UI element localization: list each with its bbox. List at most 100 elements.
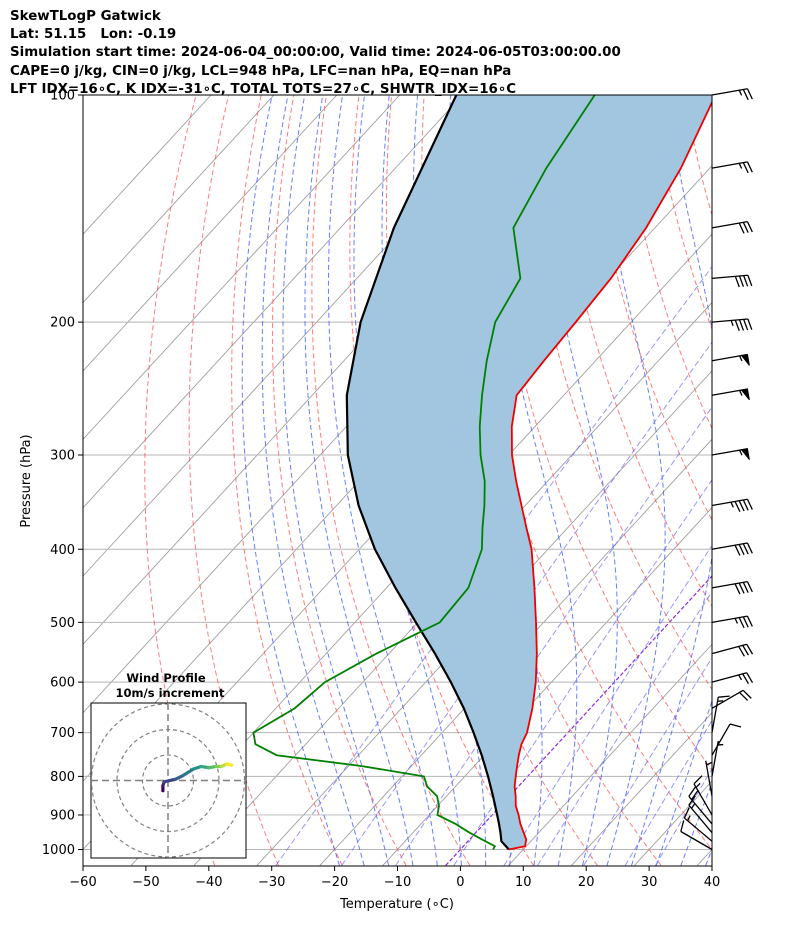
wind-barb [711, 161, 753, 174]
x-tick-label: 30 [641, 875, 658, 890]
isotherm-line [83, 95, 338, 372]
dry-adiabat [651, 95, 712, 331]
wind-barb [711, 672, 754, 685]
dry-adiabat [750, 95, 794, 865]
y-tick-label: 600 [50, 676, 75, 691]
profile-traces [252, 95, 712, 851]
x-tick-label: 0 [456, 875, 464, 890]
x-tick-label: 10 [515, 875, 532, 890]
wind-barb [693, 775, 713, 816]
isotherm-line [83, 95, 463, 509]
dry-adiabat [684, 95, 712, 217]
isotherm-line [571, 712, 712, 866]
isotherm-line [508, 643, 712, 866]
dry-adiabat [311, 95, 471, 866]
chart-title: SkewTLogP Gatwick [10, 9, 161, 24]
wind-barb [711, 388, 750, 401]
x-tick-label: 20 [578, 875, 595, 890]
dry-adiabat [231, 95, 343, 866]
dry-adiabat [782, 95, 794, 865]
moist-adiabat [705, 848, 712, 866]
mixing-ratio-line [275, 265, 712, 866]
wind-barb [711, 689, 752, 709]
dry-adiabat [272, 95, 407, 866]
chart-header: SkewTLogP Gatwick Lat: 51.15 Lon: -0.19 … [10, 8, 621, 99]
moist-adiabat [241, 95, 340, 866]
isotherm-line [193, 301, 712, 866]
mixing-ratio-line [453, 478, 712, 866]
wind-barb [711, 448, 750, 460]
wind-barb [711, 723, 742, 756]
wind-barb [711, 643, 754, 657]
y-tick-label: 100 [50, 89, 75, 104]
moist-adiabat [594, 95, 666, 866]
dry-adiabat [553, 95, 712, 608]
location-coordinates: Lat: 51.15 Lon: -0.19 [10, 27, 177, 43]
x-tick-label: −20 [321, 875, 348, 890]
parcel-profile-line [345, 95, 510, 851]
moist-adiabat [304, 95, 414, 866]
moist-adiabat [261, 95, 365, 866]
x-tick-label: −10 [384, 875, 411, 890]
hodograph-trace [161, 762, 234, 793]
mixing-ratio-line [655, 767, 712, 866]
isotherm-line [634, 780, 712, 866]
wind-barb [711, 695, 730, 733]
moist-adiabat [353, 95, 462, 866]
y-tick-label: 400 [50, 543, 75, 558]
moist-adiabat [327, 95, 438, 866]
wind-barb [711, 274, 753, 288]
isotherm-line [319, 438, 712, 866]
wind-barbs [680, 88, 754, 851]
dewpoint-line [252, 95, 596, 850]
temperature-line [508, 100, 712, 851]
isotherm-line [83, 95, 212, 235]
moist-adiabat [631, 95, 712, 866]
moist-adiabat [536, 95, 618, 866]
x-tick-label: −50 [132, 875, 159, 890]
isotherm-line [83, 95, 401, 440]
mixing-ratio-line [341, 341, 712, 866]
isotherm-line [83, 95, 275, 304]
cin-shaded-area [346, 95, 712, 850]
stability-indices: LFT IDX=16∘C, K IDX=-31∘C, TOTAL TOTS=27… [10, 81, 517, 97]
wind-barb [711, 542, 753, 556]
hodograph-title: Wind Profile [126, 671, 206, 685]
moist-adiabat [489, 95, 578, 866]
moist-adiabat [282, 95, 390, 866]
wind-barb [711, 498, 753, 513]
y-axis-ticks: 1000 900 800 700 600 500 400 300 200 100 [42, 89, 83, 858]
wind-barb [705, 760, 713, 797]
x-tick-label: −40 [195, 875, 222, 890]
zero-isotherm-line [445, 575, 712, 866]
y-tick-label: 900 [50, 808, 75, 823]
wind-barb [711, 580, 753, 595]
dry-adiabat [488, 95, 712, 771]
y-tick-label: 500 [50, 616, 75, 631]
hodograph-inset: Wind Profile 10m/s increment [90, 671, 247, 859]
mixing-ratio-line [537, 590, 712, 866]
hodograph-segment [162, 777, 178, 784]
wind-barb [711, 318, 753, 332]
mixing-ratio-line [503, 544, 712, 866]
hodograph-segment [225, 762, 234, 767]
y-tick-label: 700 [50, 726, 75, 741]
wind-barb [680, 820, 713, 851]
y-tick-label: 800 [50, 770, 75, 785]
dry-adiabat [717, 95, 794, 865]
wind-barb [711, 88, 753, 101]
x-axis-ticks: −60 −50 −40 −30 −20 −10 0 10 20 30 40 [69, 866, 720, 890]
wind-barb [711, 220, 753, 234]
dry-adiabat [144, 95, 216, 866]
wind-barb [711, 353, 750, 366]
y-tick-label: 1000 [42, 843, 75, 858]
hodograph-segment [181, 767, 196, 778]
wind-barb [711, 615, 753, 629]
x-tick-label: −30 [258, 875, 285, 890]
simulation-times: Simulation start time: 2024-06-04_00:00:… [10, 45, 621, 61]
y-tick-label: 200 [50, 316, 75, 331]
x-tick-label: 40 [704, 875, 721, 890]
hodograph-subtitle: 10m/s increment [116, 686, 225, 700]
y-axis-label: Pressure (hPa) [19, 434, 34, 527]
